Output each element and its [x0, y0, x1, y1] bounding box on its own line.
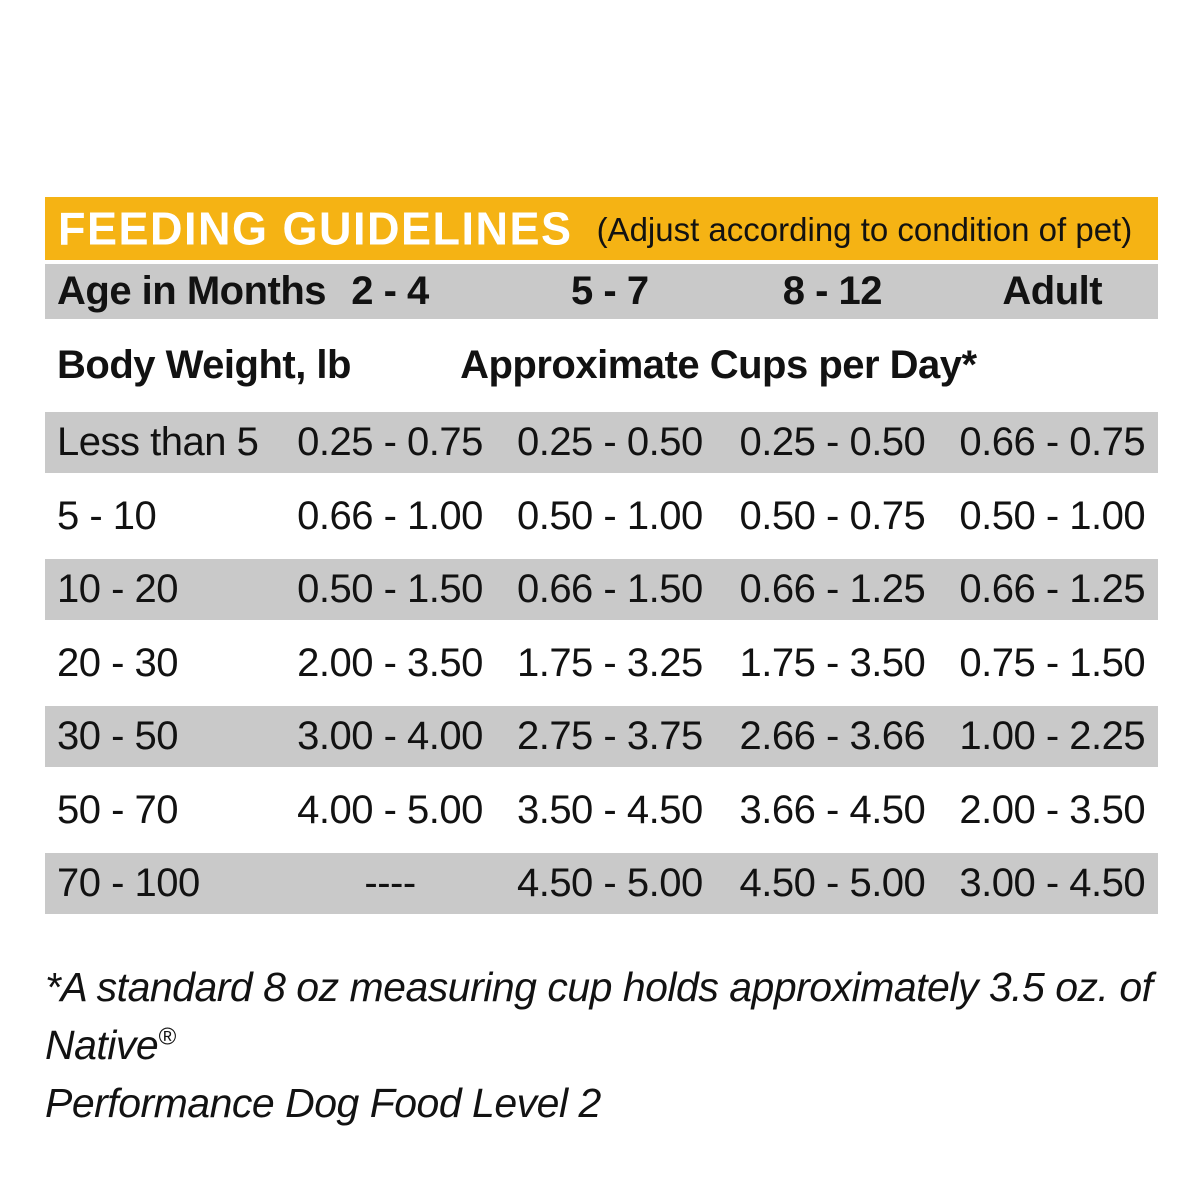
body-weight-cell: 30 - 50: [57, 714, 179, 758]
table-row: 5 - 10 0.66 - 1.00 0.50 - 1.00 0.50 - 0.…: [45, 473, 1158, 559]
cups-cell: 0.25 - 0.50: [739, 420, 926, 464]
cups-cell: 3.00 - 4.00: [297, 714, 483, 758]
body-weight-cell: 20 - 30: [57, 640, 179, 685]
body-weight-cell: 50 - 70: [57, 787, 179, 832]
cups-cell: 0.25 - 0.75: [297, 420, 483, 464]
table-row: 10 - 20 0.50 - 1.50 0.66 - 1.50 0.66 - 1…: [45, 559, 1158, 620]
cups-cell: 1.75 - 3.50: [739, 640, 926, 685]
cups-cell: 4.50 - 5.00: [739, 861, 926, 905]
cups-cell: 0.75 - 1.50: [959, 640, 1146, 685]
feeding-table: Age in Months 2 - 4 5 - 7 8 - 12 Adult B…: [45, 264, 1158, 914]
table-row: 50 - 70 4.00 - 5.00 3.50 - 4.50 3.66 - 4…: [45, 767, 1158, 853]
cups-cell: 2.00 - 3.50: [959, 787, 1146, 832]
registered-trademark-symbol: ®: [158, 1023, 176, 1051]
cups-cell: 1.00 - 2.25: [959, 714, 1146, 758]
cups-cell: 1.75 - 3.25: [516, 640, 703, 685]
cups-cell: 0.25 - 0.50: [516, 420, 703, 464]
feeding-table-head: Age in Months 2 - 4 5 - 7 8 - 12 Adult B…: [45, 264, 1158, 412]
body-weight-cell: 10 - 20: [57, 567, 179, 611]
cups-cell: 0.66 - 0.75: [959, 420, 1146, 464]
panel-subtitle-note: (Adjust according to condition of pet): [596, 210, 1133, 248]
table-row: 30 - 50 3.00 - 4.00 2.75 - 3.75 2.66 - 3…: [45, 706, 1158, 767]
body-weight-cell: Less than 5: [57, 420, 259, 464]
cups-cell: 4.50 - 5.00: [516, 861, 703, 905]
age-header-row: Age in Months 2 - 4 5 - 7 8 - 12 Adult: [45, 264, 1158, 319]
cups-cell: 0.50 - 1.00: [959, 493, 1146, 538]
footnote: *A standard 8 oz measuring cup holds app…: [45, 958, 1158, 1133]
cups-per-day-header: Approximate Cups per Day*: [460, 343, 977, 387]
feeding-guidelines-panel: FEEDING GUIDELINES (Adjust according to …: [45, 197, 1158, 1133]
subheader-row: Body Weight, lb Approximate Cups per Day…: [45, 319, 1158, 412]
cups-cell: 3.66 - 4.50: [739, 787, 926, 832]
cups-cell: 0.50 - 1.00: [516, 493, 703, 538]
body-weight-header: Body Weight, lb: [57, 343, 351, 387]
cups-cell: 0.50 - 0.75: [739, 493, 926, 538]
col-header-age-2-4: 2 - 4: [351, 269, 429, 313]
body-weight-cell: 5 - 10: [57, 493, 157, 538]
panel-title: FEEDING GUIDELINES: [58, 201, 573, 255]
age-in-months-header: Age in Months: [57, 269, 327, 313]
table-row: 70 - 100 ---- 4.50 - 5.00 4.50 - 5.00 3.…: [45, 853, 1158, 914]
cups-cell: 0.66 - 1.00: [297, 493, 483, 538]
cups-cell: 2.75 - 3.75: [516, 714, 703, 758]
col-header-age-adult: Adult: [1002, 269, 1103, 313]
cups-cell: 2.00 - 3.50: [297, 640, 483, 685]
feeding-table-body: Less than 5 0.25 - 0.75 0.25 - 0.50 0.25…: [45, 412, 1158, 914]
cups-cell: 3.50 - 4.50: [516, 787, 703, 832]
cups-cell: 3.00 - 4.50: [959, 861, 1146, 905]
body-weight-cell: 70 - 100: [57, 861, 200, 905]
cups-cell: 0.50 - 1.50: [297, 567, 483, 611]
footnote-line1: *A standard 8 oz measuring cup holds app…: [45, 964, 1153, 1069]
table-row: Less than 5 0.25 - 0.75 0.25 - 0.50 0.25…: [45, 412, 1158, 473]
cups-cell: ----: [364, 861, 416, 905]
table-row: 20 - 30 2.00 - 3.50 1.75 - 3.25 1.75 - 3…: [45, 620, 1158, 706]
cups-cell: 2.66 - 3.66: [739, 714, 926, 758]
cups-cell: 0.66 - 1.25: [959, 567, 1146, 611]
col-header-age-8-12: 8 - 12: [782, 269, 883, 313]
title-bar: FEEDING GUIDELINES (Adjust according to …: [45, 197, 1158, 260]
footnote-line2: Performance Dog Food Level 2: [45, 1080, 601, 1127]
cups-cell: 0.66 - 1.25: [739, 567, 926, 611]
cups-cell: 0.66 - 1.50: [516, 567, 703, 611]
cups-cell: 4.00 - 5.00: [297, 787, 483, 832]
col-header-age-5-7: 5 - 7: [571, 269, 649, 313]
